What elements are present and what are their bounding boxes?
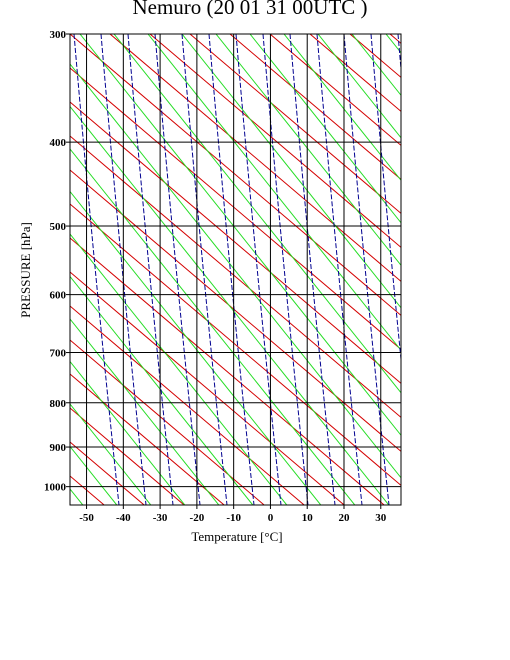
x-axis-label: Temperature [°C]	[191, 529, 282, 544]
dry-adiabat	[70, 135, 401, 419]
plot-frame	[69, 33, 402, 506]
dry-adiabat	[70, 339, 265, 505]
moist-adiabat	[70, 233, 288, 505]
dry-adiabat	[229, 34, 401, 181]
moist-adiabat	[0, 34, 4, 534]
dry-adiabat	[70, 34, 401, 317]
dry-adiabat	[470, 34, 510, 544]
y-tick-label: 900	[50, 442, 67, 454]
x-tick-label: -30	[153, 512, 168, 524]
mixing-ratio-line	[289, 34, 336, 505]
mixing-ratio-line	[127, 34, 174, 505]
dry-adiabat	[70, 169, 401, 453]
y-tick-label: 400	[50, 137, 67, 149]
chart-title: Nemuro (20 01 31 00UTC )	[132, 0, 367, 19]
moist-adiabat	[283, 34, 401, 182]
moist-adiabat	[147, 34, 401, 352]
x-tick-label: 20	[338, 512, 350, 524]
moist-adiabat	[70, 403, 152, 505]
moist-adiabat	[385, 34, 401, 54]
mixing-ratio-line	[73, 34, 120, 505]
y-tick-label: 500	[50, 221, 67, 233]
moist-adiabat	[420, 34, 510, 534]
y-tick-label: 300	[50, 29, 67, 41]
mixing-ratio-line	[181, 34, 228, 505]
moist-adiabat	[249, 34, 401, 224]
moist-adiabat	[113, 34, 401, 394]
x-tick-label: -20	[190, 512, 205, 524]
dry-adiabat	[389, 34, 401, 45]
mixing-ratio-line	[262, 34, 309, 505]
mixing-ratio-line	[235, 34, 282, 505]
moist-adiabat	[70, 445, 118, 505]
moist-adiabat	[70, 360, 186, 505]
reference-lines	[0, 34, 510, 544]
moist-adiabat	[70, 275, 254, 505]
dry-adiabat	[109, 34, 401, 283]
dry-adiabat	[70, 373, 225, 505]
mixing-ratio-line	[100, 34, 147, 505]
moist-adiabat	[70, 318, 220, 505]
moist-adiabat	[70, 148, 356, 505]
moist-adiabat	[317, 34, 401, 139]
dry-adiabat	[70, 407, 185, 505]
x-tick-label: -40	[116, 512, 131, 524]
moist-adiabat	[70, 190, 322, 505]
moist-adiabat	[79, 34, 401, 437]
moist-adiabat	[181, 34, 401, 309]
dry-adiabat	[349, 34, 401, 79]
dry-adiabat	[70, 101, 401, 385]
dry-adiabat	[430, 34, 510, 544]
mixing-ratio-line	[208, 34, 255, 505]
moist-adiabat	[488, 34, 510, 534]
y-axis-label: PRESSURE [hPa]	[18, 222, 33, 318]
mixing-ratio-line	[343, 34, 390, 505]
x-tick-label: 0	[268, 512, 274, 524]
dry-adiabat	[70, 67, 401, 351]
mixing-ratio-line	[316, 34, 363, 505]
moist-adiabat	[351, 34, 401, 97]
y-tick-label: 600	[50, 290, 67, 302]
dry-adiabat	[70, 237, 385, 505]
x-tick-label: -10	[226, 512, 241, 524]
moist-adiabat	[0, 34, 72, 534]
x-tick-label: -50	[79, 512, 94, 524]
x-tick-label: 30	[375, 512, 387, 524]
dry-adiabat	[70, 203, 401, 487]
y-tick-label: 800	[50, 398, 67, 410]
dry-adiabat	[70, 441, 145, 505]
moist-adiabat	[215, 34, 401, 267]
dry-adiabat	[189, 34, 401, 215]
moist-adiabat	[70, 105, 390, 505]
moist-adiabat	[70, 63, 401, 479]
dry-adiabat	[269, 34, 401, 147]
mixing-ratio-line	[370, 34, 401, 365]
x-tick-label: 10	[302, 512, 314, 524]
y-tick-label: 1000	[44, 482, 67, 494]
mixing-ratio-line	[397, 34, 401, 75]
moist-adiabat	[454, 34, 510, 534]
dry-adiabat	[70, 271, 345, 505]
y-tick-label: 700	[50, 348, 67, 360]
